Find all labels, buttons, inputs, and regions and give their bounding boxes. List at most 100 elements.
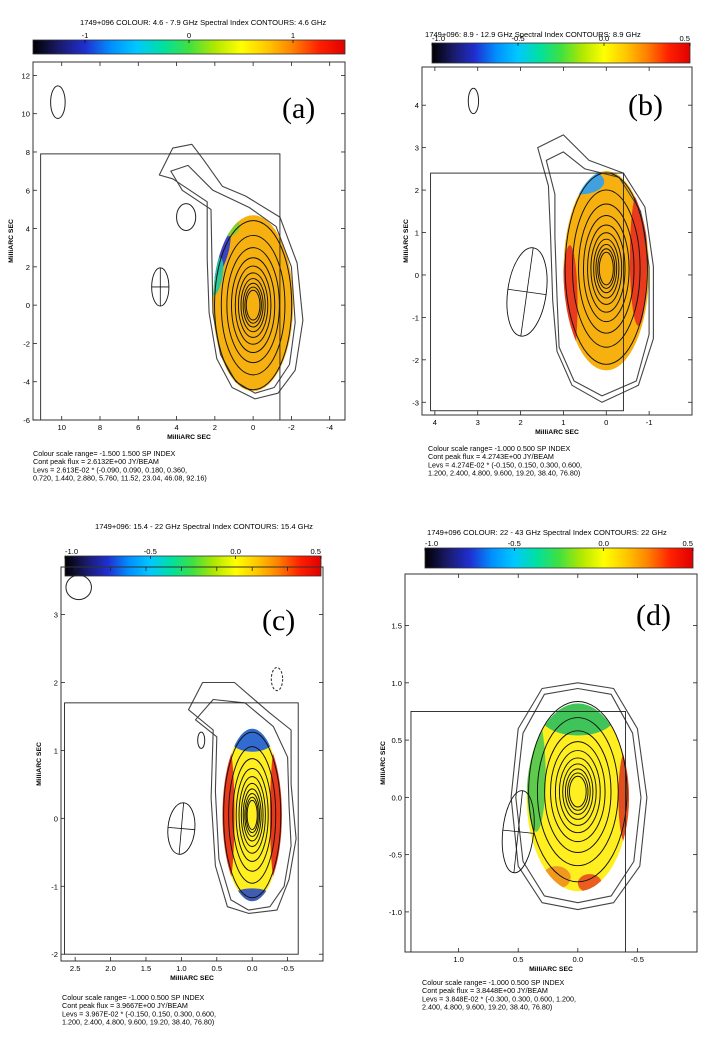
spectral-index-edge <box>563 170 579 197</box>
panel-label: (a) <box>282 92 315 125</box>
contour-level <box>583 215 630 323</box>
beam-major-axis <box>520 247 534 337</box>
contour-level <box>234 265 272 345</box>
beam <box>501 790 535 874</box>
spectral-index-edge <box>216 217 240 237</box>
spectral-index-region <box>212 215 294 392</box>
x-axis-label: MilliARC SEC <box>535 429 579 436</box>
y-tick-label: -2 <box>51 950 58 959</box>
x-tick-label: 8 <box>98 423 102 432</box>
beam-box <box>40 153 281 420</box>
contour-outer <box>515 687 642 904</box>
contour-island <box>197 731 206 749</box>
contour-outer <box>158 143 304 400</box>
y-tick-label: -4 <box>23 378 30 387</box>
contour-level <box>244 793 261 837</box>
x-tick-label: 6 <box>136 423 140 432</box>
contour-level <box>590 232 623 305</box>
contour-level <box>567 772 589 811</box>
contour-outer <box>187 681 297 914</box>
y-tick-label: 1 <box>415 229 419 238</box>
y-tick-label: 2 <box>415 186 419 195</box>
x-tick-label: 2 <box>213 423 217 432</box>
colorbar-tick-label: 0 <box>187 31 191 40</box>
y-axis-label: MilliARC SEC <box>8 219 15 263</box>
x-tick-label: 2.5 <box>70 964 81 973</box>
contour-outer <box>510 682 648 911</box>
contour-level <box>245 289 261 321</box>
y-tick-label: -2 <box>412 356 419 365</box>
contour-level <box>231 257 276 354</box>
x-tick-label: -0.5 <box>281 964 294 973</box>
spectral-index-region <box>222 728 282 902</box>
spectral-index-edge <box>542 866 571 890</box>
y-tick-label: 8 <box>26 148 30 157</box>
contour-island <box>176 203 197 231</box>
contour-level <box>237 272 269 338</box>
spectral-index-edge <box>563 245 578 365</box>
contour-level <box>242 282 264 328</box>
contour-level <box>244 286 262 324</box>
contour-level <box>240 278 266 333</box>
panel-note: Cont peak flux = 2.6132E+00 JY/BEAM <box>33 457 159 466</box>
beam <box>167 802 196 855</box>
colorbar-tick-label: -0.5 <box>144 547 157 556</box>
colorbar-tick-label: 0.0 <box>230 547 241 556</box>
x-tick-label: 0.0 <box>573 955 584 964</box>
contour-level <box>558 757 597 826</box>
plot-frame <box>32 61 346 421</box>
plot-area <box>410 682 648 952</box>
contour-level <box>562 763 594 820</box>
x-tick-label: 2.0 <box>105 964 116 973</box>
y-tick-label: 0.5 <box>391 736 402 745</box>
y-axis-label: MilliARC SEC <box>36 742 43 786</box>
y-tick-label: 3 <box>54 611 58 620</box>
beam-box <box>64 702 299 955</box>
contour-island <box>65 574 92 601</box>
contour-level <box>238 776 266 854</box>
y-tick-label: 0 <box>54 814 58 823</box>
x-tick-label: 1.0 <box>453 955 464 964</box>
panel-label: (b) <box>628 89 663 122</box>
colorbar-tick-label: 1 <box>291 31 295 40</box>
panel-d: 1749+096 COLOUR: 22 - 43 GHz Spectral In… <box>380 528 698 1012</box>
x-tick-label: 1 <box>561 418 565 427</box>
beam-box <box>430 172 624 412</box>
colorbar-tick-label: -0.5 <box>511 34 524 43</box>
contour-level <box>228 746 277 884</box>
plot-frame <box>60 566 324 962</box>
x-tick-label: -0.5 <box>631 955 644 964</box>
y-tick-label: -1 <box>51 882 58 891</box>
panel-title: 1749+096 COLOUR: 4.6 - 7.9 GHz Spectral … <box>80 18 326 27</box>
x-tick-label: -4 <box>326 423 333 432</box>
beam-major-axis <box>513 790 523 873</box>
contour-level <box>232 758 273 872</box>
y-tick-label: 1.0 <box>391 679 402 688</box>
plot-frame <box>421 66 693 416</box>
x-axis-label: MilliARC SEC <box>170 975 214 982</box>
panel-note: 0.720, 1.440, 2.880, 5.760, 11.52, 23.04… <box>33 474 207 483</box>
panel-note: Colour scale range= -1.500 1.500 SP INDE… <box>33 449 176 458</box>
spectral-index-edge <box>230 728 274 752</box>
x-tick-label: 10 <box>57 423 65 432</box>
contour-level <box>223 731 282 899</box>
panel-title: 1749+096: 8.9 - 12.9 GHz Spectral Index … <box>425 30 641 39</box>
contour-level <box>226 247 280 364</box>
y-tick-label: 1.5 <box>391 622 402 631</box>
contour-level <box>578 203 635 334</box>
contour-level <box>220 234 286 376</box>
contour-outer <box>170 164 296 394</box>
y-tick-label: -2 <box>23 339 30 348</box>
y-tick-label: 6 <box>26 186 30 195</box>
colorbar-tick-label: 0.5 <box>310 547 321 556</box>
colorbar <box>64 555 322 577</box>
x-tick-label: 0.5 <box>513 955 524 964</box>
y-tick-label: 4 <box>415 101 419 110</box>
y-tick-label: 1 <box>54 746 58 755</box>
colorbar-tick-label: -1.0 <box>65 547 78 556</box>
contour-level <box>587 224 626 313</box>
contour-level <box>554 750 601 834</box>
contour-level <box>597 248 616 289</box>
y-tick-label: 10 <box>22 110 30 119</box>
